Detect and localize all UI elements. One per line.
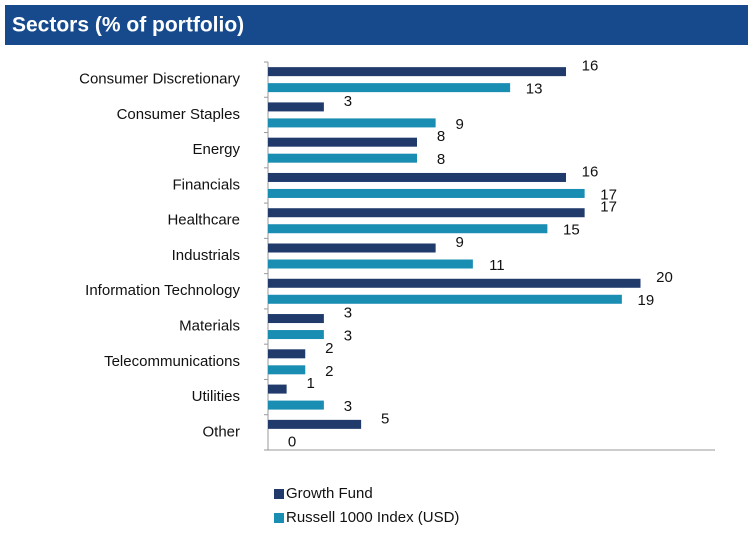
- value-label: 3: [344, 328, 352, 345]
- value-label: 1: [306, 375, 314, 392]
- y-tick-label: Telecommunications: [104, 353, 240, 370]
- bar: [268, 349, 306, 359]
- value-label: 0: [288, 433, 296, 450]
- bar: [268, 419, 362, 429]
- title-bar: [5, 5, 748, 45]
- bar: [268, 294, 622, 304]
- bar: [268, 67, 566, 77]
- value-label: 17: [600, 199, 617, 216]
- bar: [268, 83, 511, 93]
- legend-swatch: [274, 513, 284, 523]
- legend-label: Growth Fund: [286, 485, 373, 502]
- bar: [268, 188, 585, 198]
- value-label: 19: [638, 292, 655, 309]
- y-tick-label: Healthcare: [167, 212, 240, 229]
- value-label: 3: [344, 305, 352, 322]
- y-tick-label: Materials: [179, 318, 240, 335]
- bar: [268, 243, 436, 253]
- y-tick-label: Industrials: [172, 247, 240, 264]
- y-tick-label: Consumer Discretionary: [79, 71, 240, 88]
- bar: [268, 384, 287, 394]
- chart-title: Sectors (% of portfolio): [12, 14, 244, 37]
- y-tick-label: Information Technology: [85, 282, 240, 299]
- bar: [268, 172, 566, 182]
- value-label: 20: [656, 269, 673, 286]
- value-label: 13: [526, 81, 543, 98]
- value-label: 9: [455, 234, 463, 251]
- bar: [268, 208, 585, 218]
- value-label: 17: [600, 186, 617, 203]
- value-label: 3: [344, 398, 352, 415]
- bar: [268, 330, 324, 340]
- value-label: 5: [381, 410, 389, 427]
- value-label: 2: [325, 363, 333, 380]
- y-tick-label: Energy: [192, 141, 240, 158]
- value-label: 3: [344, 93, 352, 110]
- value-label: 9: [455, 116, 463, 133]
- bar: [268, 102, 324, 112]
- value-label: 8: [437, 151, 445, 168]
- bar: [268, 365, 306, 375]
- value-label: 16: [582, 163, 599, 180]
- y-tick-label: Utilities: [192, 388, 240, 405]
- bar: [268, 224, 548, 234]
- y-tick-label: Consumer Staples: [117, 106, 240, 123]
- bar: [268, 314, 324, 324]
- bar: [268, 153, 417, 163]
- legend-swatch: [274, 489, 284, 499]
- bar: [268, 278, 641, 288]
- bar: [268, 118, 436, 128]
- value-label: 11: [489, 257, 505, 274]
- bar: [268, 137, 417, 147]
- bar: [268, 400, 324, 410]
- value-label: 15: [563, 222, 580, 239]
- y-tick-label: Other: [202, 423, 240, 440]
- bar: [268, 259, 473, 269]
- value-label: 2: [325, 340, 333, 357]
- value-label: 16: [582, 58, 599, 75]
- y-tick-label: Financials: [172, 176, 240, 193]
- legend-label: Russell 1000 Index (USD): [286, 509, 459, 526]
- value-label: 8: [437, 128, 445, 145]
